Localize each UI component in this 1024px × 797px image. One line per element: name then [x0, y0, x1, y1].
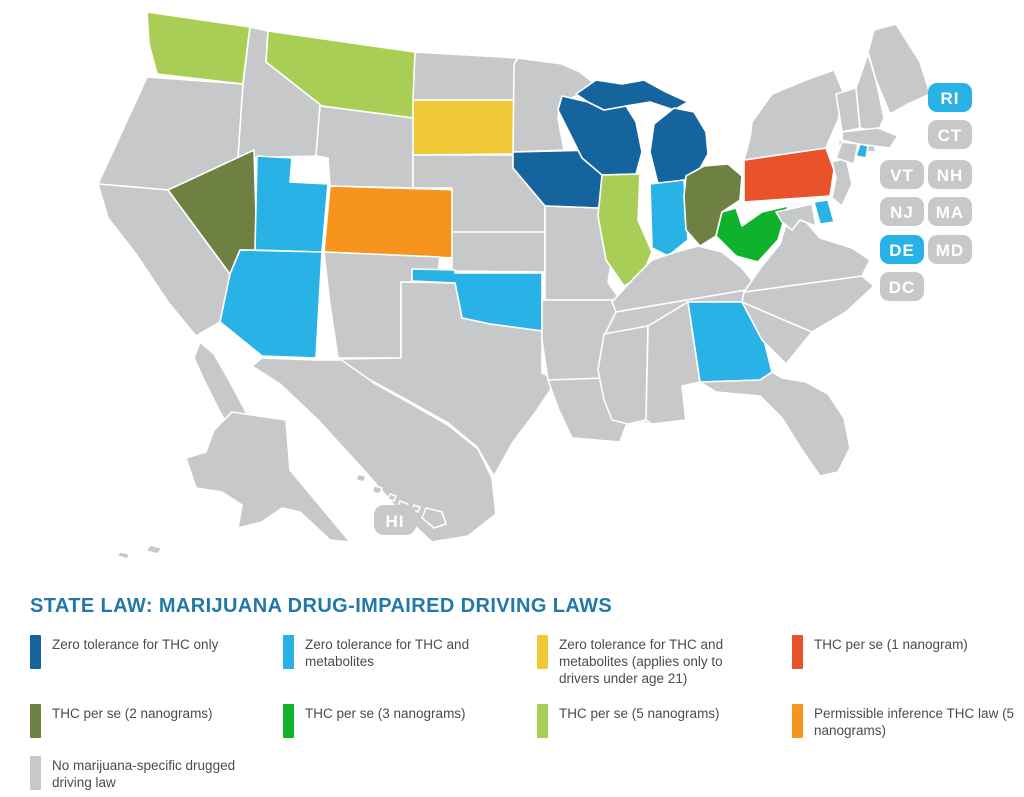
legend-swatch-per-se-3ng [283, 704, 294, 738]
svg-text:DC: DC [889, 278, 916, 297]
state-ut [254, 155, 329, 253]
state-ri [855, 143, 869, 159]
badge-hi: HI [374, 505, 416, 535]
legend-item-per-se-2ng: THC per se (2 nanograms) [30, 704, 283, 739]
legend: Zero tolerance for THC only Zero toleran… [0, 618, 1024, 791]
state-mi [575, 79, 709, 185]
legend-item-permissible-inference: Permissible inference THC law (5 nanogra… [792, 704, 1024, 739]
state-co [323, 185, 461, 259]
badge-de: DE [880, 235, 924, 264]
legend-item-zero-thc-only: Zero tolerance for THC only [30, 635, 283, 687]
us-choropleth-map: RI CT VT NH NJ MA DE MD DC HI [97, 11, 972, 560]
legend-label: No marijuana-specific drugged driving la… [52, 758, 236, 790]
page-title: STATE LAW: MARIJUANA DRUG-IMPAIRED DRIVI… [30, 595, 613, 617]
legend-swatch-zero-thc-metabolites-under21 [537, 635, 548, 669]
legend-label: Permissible inference THC law (5 nanogra… [814, 706, 1015, 738]
state-nd [412, 51, 519, 101]
state-va [743, 205, 871, 293]
badge-ma: MA [928, 197, 972, 226]
badge-dc: DC [880, 272, 924, 301]
legend-swatch-no-law [30, 756, 41, 790]
state-in [649, 179, 689, 257]
svg-text:CT: CT [938, 126, 963, 145]
badge-md: MD [928, 235, 972, 264]
svg-text:VT: VT [890, 166, 914, 185]
state-tx [339, 281, 558, 477]
legend-item-per-se-3ng: THC per se (3 nanograms) [283, 704, 537, 739]
badge-nh: NH [928, 160, 972, 189]
state-az [219, 249, 323, 359]
state-wy [315, 105, 414, 189]
state-de [813, 199, 835, 225]
svg-text:NH: NH [937, 166, 964, 185]
state-sd [412, 99, 517, 156]
legend-swatch-zero-thc-only [30, 635, 41, 669]
legend-item-per-se-1ng: THC per se (1 nanogram) [792, 635, 1024, 687]
legend-label: THC per se (5 nanograms) [559, 706, 720, 721]
legend-item-zero-thc-metabolites-under21: Zero tolerance for THC and metabolites (… [537, 635, 792, 687]
badge-ri: RI [928, 83, 972, 112]
legend-label: Zero tolerance for THC and metabolites [305, 637, 470, 669]
legend-label: Zero tolerance for THC and metabolites (… [559, 637, 724, 686]
state-wa [146, 11, 251, 85]
legend-swatch-per-se-2ng [30, 704, 41, 738]
legend-swatch-permissible-inference [792, 704, 803, 738]
legend-item-per-se-5ng: THC per se (5 nanograms) [537, 704, 792, 739]
state-fl [699, 371, 851, 477]
svg-text:DE: DE [889, 241, 915, 260]
svg-text:RI: RI [941, 89, 960, 108]
badge-ct: CT [928, 120, 972, 149]
svg-text:MD: MD [936, 241, 964, 260]
legend-swatch-zero-thc-metabolites [283, 635, 294, 669]
legend-label: THC per se (1 nanogram) [814, 637, 968, 652]
state-md [775, 203, 817, 231]
legend-swatch-per-se-1ng [792, 635, 803, 669]
badge-vt: VT [880, 160, 924, 189]
legend-label: THC per se (3 nanograms) [305, 706, 466, 721]
svg-text:NJ: NJ [890, 203, 914, 222]
legend-label: Zero tolerance for THC only [52, 637, 219, 652]
badge-nj: NJ [880, 197, 924, 226]
legend-label: THC per se (2 nanograms) [52, 706, 213, 721]
state-ct [835, 141, 859, 165]
legend-swatch-per-se-5ng [537, 704, 548, 738]
state-ak [116, 411, 351, 560]
legend-item-zero-thc-metabolites: Zero tolerance for THC and metabolites [283, 635, 537, 687]
svg-text:HI: HI [386, 512, 405, 531]
state-ks [451, 231, 546, 273]
state-nj [831, 157, 853, 207]
legend-item-no-law: No marijuana-specific drugged driving la… [30, 756, 283, 791]
svg-text:MA: MA [936, 203, 964, 222]
